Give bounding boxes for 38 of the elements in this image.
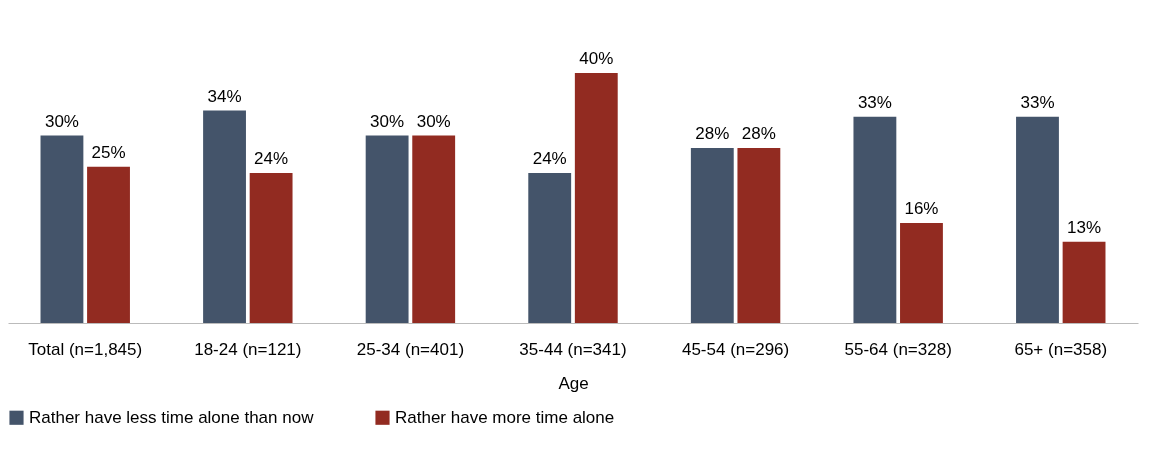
x-tick-label: 45-54 (n=296)	[681, 339, 790, 359]
bar	[1062, 241, 1106, 323]
data-label: 30%	[416, 111, 451, 131]
x-tick-label: 18-24 (n=121)	[194, 339, 302, 359]
bar	[40, 135, 84, 323]
data-label: 33%	[1020, 92, 1055, 112]
bar	[528, 173, 572, 323]
data-label: 28%	[741, 124, 776, 143]
data-label: 28%	[695, 124, 730, 143]
data-label: 33%	[857, 92, 892, 112]
bar	[203, 110, 246, 323]
data-label: 24%	[532, 149, 567, 168]
bar	[87, 166, 130, 323]
x-tick-label: 35-44 (n=341)	[519, 339, 627, 359]
x-tick-label: Total (n=1,845)	[28, 339, 143, 359]
bar	[737, 148, 781, 323]
legend-label: Rather have less time alone than now	[29, 407, 315, 427]
x-axis-title: Age	[558, 373, 589, 393]
data-label: 24%	[254, 149, 289, 168]
bar	[1016, 116, 1059, 323]
data-label: 30%	[44, 111, 79, 131]
bar	[690, 148, 734, 323]
data-label: 34%	[207, 86, 242, 106]
bar	[249, 173, 293, 323]
bar	[900, 223, 943, 323]
data-label: 40%	[579, 49, 614, 68]
bar	[412, 135, 456, 323]
legend-label: Rather have more time alone	[395, 407, 615, 427]
data-label: 16%	[904, 199, 939, 218]
bar	[574, 73, 618, 323]
data-label: 30%	[370, 111, 405, 131]
data-label: 13%	[1067, 217, 1102, 237]
x-tick-label: 65+ (n=358)	[1014, 339, 1108, 359]
x-tick-label: 55-64 (n=328)	[844, 339, 952, 359]
bar	[365, 135, 409, 323]
x-tick-label: 25-34 (n=401)	[356, 339, 465, 359]
data-label: 25%	[91, 142, 126, 162]
bar	[853, 116, 897, 323]
